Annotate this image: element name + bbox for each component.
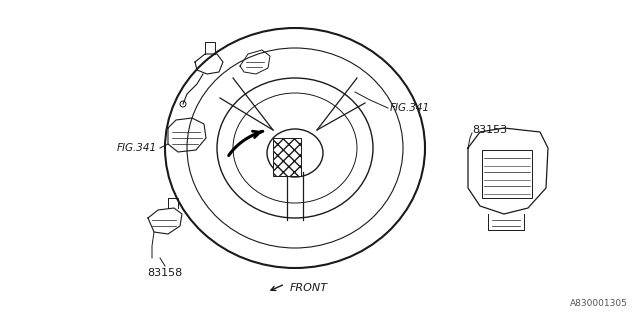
Text: A830001305: A830001305 xyxy=(570,299,628,308)
Text: FIG.341: FIG.341 xyxy=(390,103,430,113)
Text: FIG.341: FIG.341 xyxy=(117,143,157,153)
Text: 83153: 83153 xyxy=(472,125,507,135)
Text: FRONT: FRONT xyxy=(290,283,328,293)
Text: 83158: 83158 xyxy=(147,268,182,278)
Bar xyxy=(482,150,532,198)
Bar xyxy=(273,138,301,176)
